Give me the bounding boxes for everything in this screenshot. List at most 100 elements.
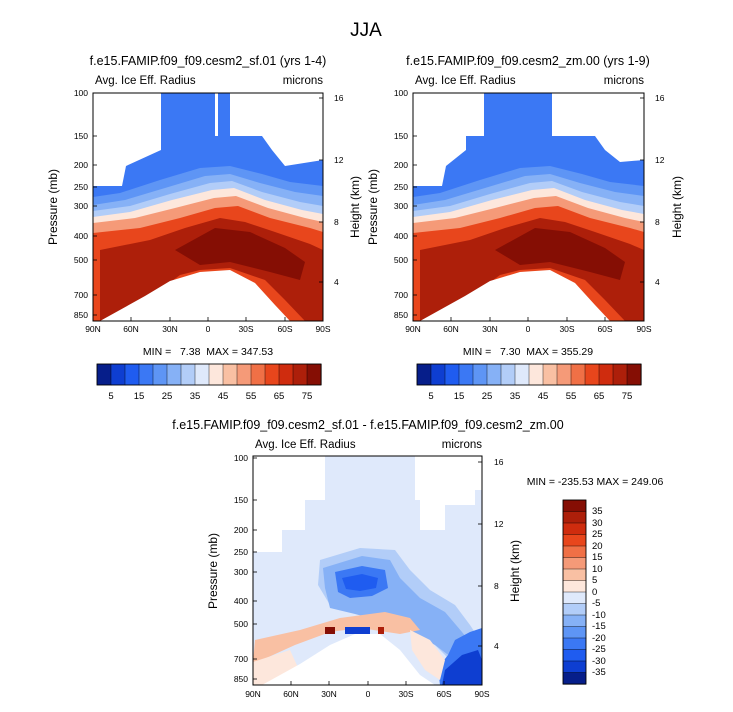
colorbar-swatch [562,568,587,582]
y-tick: 100 [394,88,408,98]
colorbar-swatch [562,660,587,674]
x-tick: 0 [366,689,371,699]
colorbar-swatch [562,614,587,628]
y-tick: 500 [234,619,248,629]
colorbar-label: 75 [622,391,633,402]
y-tick: 300 [394,201,408,211]
colorbar-label: 25 [592,529,603,540]
x-tick: 60S [277,324,292,334]
y-tick-right: 4 [494,641,499,651]
y-tick-right: 16 [334,93,344,103]
y-axis-label: Pressure (mb) [46,169,60,245]
y-tick-right: 16 [494,457,504,467]
colorbar-swatch [562,522,587,536]
positive-spike [325,627,335,634]
colorbar-swatch [278,363,294,386]
y-tick: 500 [74,255,88,265]
colorbar-label: -10 [592,610,606,621]
figure-title: JJA [350,20,382,41]
colorbar-label: 35 [510,391,521,402]
colorbar-swatch [562,672,587,685]
y-axis-label-right: Height (km) [348,176,362,238]
side-mask [93,136,122,186]
colorbar-swatch [180,363,196,386]
y-tick: 700 [394,290,408,300]
colorbar-swatch [264,363,280,386]
x-tick: 90S [474,689,489,699]
positive-spike [378,627,384,634]
min-max-stats: MIN = 7.30 MAX = 355.29 [463,346,593,358]
panel-zm00: f.e15.FAMIP.f09_f09.cesm2_zm.00 (yrs 1-9… [366,54,684,358]
colorbar-label: 15 [134,391,145,402]
colorbar-label: 75 [302,391,313,402]
colorbar-swatch [306,363,322,386]
upper-mask-right [230,93,323,136]
y-tick: 850 [74,310,88,320]
colorbar-swatch [562,534,587,547]
x-tick: 60N [443,324,459,334]
units-label: microns [442,439,483,451]
min-max-stats: MIN = -235.53 MAX = 249.06 [527,476,664,488]
colorbar-label: 15 [454,391,465,402]
colorbar-diff: 35 30 25 20 15 10 5 0 -5 -10 -15 -20 -25… [562,499,606,685]
x-tick: 60N [123,324,139,334]
y-tick-right: 12 [494,519,504,529]
x-tick: 90N [85,324,101,334]
colorbar-frame [96,363,322,386]
colorbar-swatch [208,363,224,386]
colorbar-swatch [514,363,530,386]
side-mask [413,136,442,186]
x-tick: 60S [436,689,451,699]
y-tick: 200 [394,160,408,170]
colorbar-swatch [542,363,558,386]
colorbar-label: 20 [592,541,603,552]
x-tick: 60S [597,324,612,334]
contour-field [253,456,482,685]
y-axis-label-right: Height (km) [670,176,684,238]
y-tick: 250 [74,182,88,192]
colorbar-swatch [598,363,614,386]
upper-mask-right2 [420,490,445,530]
upper-mask-left3 [253,530,282,552]
y-tick: 850 [394,310,408,320]
panel-title: f.e15.FAMIP.f09_f09.cesm2_sf.01 (yrs 1-4… [90,54,327,68]
surface-mask [420,270,610,321]
colorbar-label: 65 [274,391,285,402]
colorbar-swatch [486,363,502,386]
colorbar-swatch [612,363,628,386]
units-label: microns [283,75,324,87]
colorbar-label: -15 [592,621,606,632]
panel-sf01: f.e15.FAMIP.f09_f09.cesm2_sf.01 (yrs 1-4… [46,54,362,358]
band-max-neg [342,574,378,591]
colorbar-swatch [562,511,587,524]
colorbar-label: 65 [594,391,605,402]
colorbar-swatch [562,603,587,616]
y-tick: 700 [234,654,248,664]
y-tick: 500 [394,255,408,265]
y-tick: 300 [234,567,248,577]
colorbar-swatch [570,363,586,386]
plot-frame [412,92,645,322]
y-tick-right: 12 [334,155,344,165]
colorbar-swatch [584,363,600,386]
x-tick: 60N [283,689,299,699]
colorbar-swatch [500,363,516,386]
min-max-stats: MIN = 7.38 MAX = 347.53 [143,346,273,358]
colorbar-swatch [562,626,587,639]
y-tick: 250 [394,182,408,192]
colorbar-frame [416,363,642,386]
colorbar-label: -25 [592,644,606,655]
colorbar-swatch [562,649,587,662]
colorbar-swatch [430,363,446,386]
y-tick-right: 4 [655,277,660,287]
colorbar-label: 55 [246,391,257,402]
contour-field [413,93,644,321]
x-tick: 90N [245,689,261,699]
band-pos-stripe [253,612,420,662]
x-tick: 30N [321,689,337,699]
variable-label: Avg. Ice Eff. Radius [415,75,516,87]
negative-spike [345,627,370,634]
colorbar-label: 5 [592,575,597,586]
surface-mask [262,634,435,685]
